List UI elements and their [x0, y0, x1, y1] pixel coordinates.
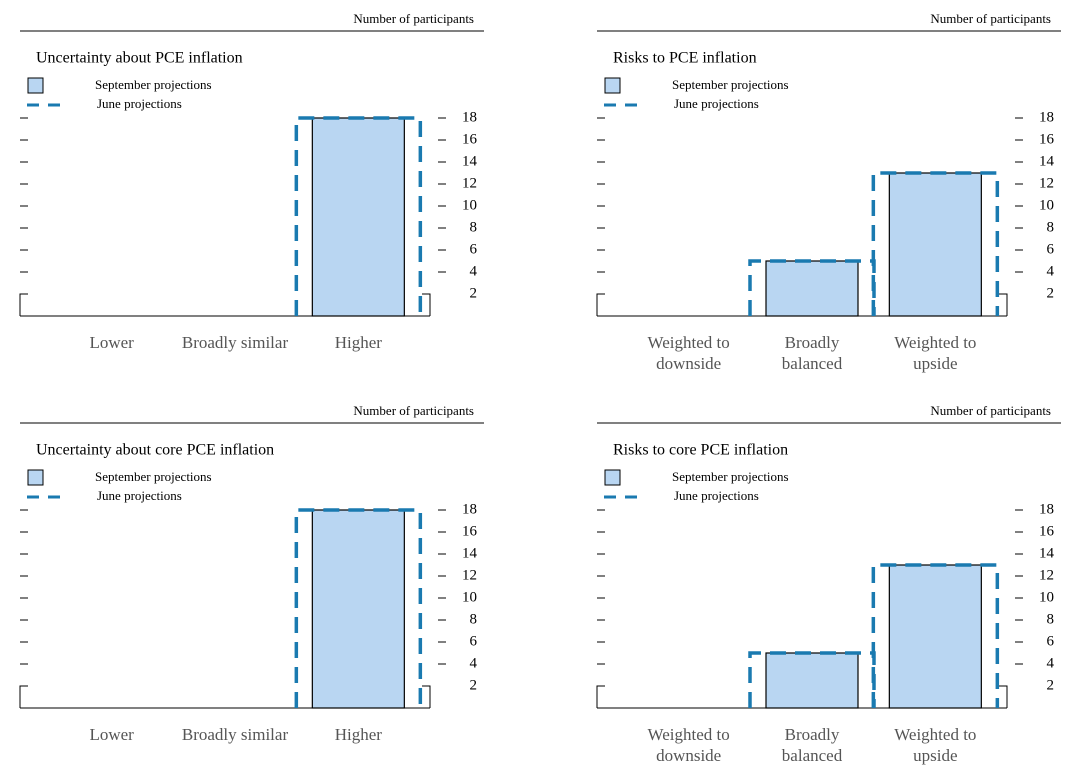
y-tick-label: 16: [1039, 131, 1055, 147]
y-tick-label: 18: [462, 109, 477, 125]
y-tick-label: 18: [1039, 109, 1054, 125]
y-tick-label: 16: [462, 523, 478, 539]
tick-mark: [422, 685, 431, 708]
bar: [311, 117, 405, 317]
y-tick-label: 8: [470, 219, 478, 235]
y-tick-label: 4: [1047, 263, 1055, 279]
y-tick-label: 4: [470, 655, 478, 671]
june-outline: [294, 508, 423, 708]
y-tick-label: 6: [470, 633, 478, 649]
y-tick-label: 6: [1047, 241, 1055, 257]
y-tick-label: 16: [1039, 523, 1055, 539]
y-tick-label: 10: [1039, 197, 1054, 213]
june-outline: [294, 116, 423, 316]
y-tick-label: 12: [1039, 175, 1054, 191]
y-tick-label: 4: [470, 263, 478, 279]
x-tick-label: Broadly balanced: [781, 725, 843, 765]
legend-label: June projections: [97, 488, 182, 503]
y-tick-label: 6: [1047, 633, 1055, 649]
legend-label: September projections: [95, 77, 212, 92]
bar: [311, 509, 405, 709]
tick-mark: [422, 293, 431, 316]
y-tick-label: 14: [462, 153, 478, 169]
legend-swatch: [604, 469, 621, 486]
y-tick-label: 12: [1039, 567, 1054, 583]
x-tick-label: Broadly balanced: [781, 333, 843, 373]
chart-title: Risks to core PCE inflation: [613, 442, 788, 459]
legend-label: June projections: [674, 96, 759, 111]
tick-mark: [596, 293, 605, 316]
june-outline: [871, 563, 1000, 708]
x-tick-label: Weighted to downside: [647, 333, 730, 373]
x-tick-label: Lower: [89, 333, 134, 352]
legend-swatch: [27, 469, 44, 486]
y-tick-label: 12: [462, 175, 477, 191]
legend-swatch: [27, 77, 44, 94]
y-tick-label: 2: [1047, 285, 1055, 301]
y-tick-label: 4: [1047, 655, 1055, 671]
y-tick-label: 2: [470, 285, 478, 301]
chart-title: Uncertainty about PCE inflation: [36, 50, 243, 67]
x-tick-label: Broadly similar: [181, 725, 289, 744]
bar: [765, 260, 859, 317]
june-outline: [871, 171, 1000, 316]
y-tick-label: 2: [1047, 677, 1055, 693]
x-tick-label: Higher: [334, 333, 382, 352]
y-tick-label: 8: [1047, 219, 1055, 235]
x-tick-label: Weighted to downside: [647, 725, 730, 765]
legend-label: June projections: [97, 96, 182, 111]
y-tick-label: 8: [1047, 611, 1055, 627]
y-tick-label: 10: [462, 197, 477, 213]
unit-label: Number of participants: [930, 403, 1051, 418]
y-tick-label: 2: [470, 677, 478, 693]
legend-label: September projections: [95, 469, 212, 484]
y-tick-label: 18: [1039, 501, 1054, 517]
x-tick-label: Higher: [334, 725, 382, 744]
tick-mark: [19, 685, 28, 708]
y-tick-label: 12: [462, 567, 477, 583]
legend-label: June projections: [674, 488, 759, 503]
y-tick-label: 14: [462, 545, 478, 561]
chart-title: Risks to PCE inflation: [613, 50, 757, 67]
legend-label: September projections: [672, 469, 789, 484]
bar: [888, 172, 982, 317]
legend-swatch: [604, 77, 621, 94]
y-tick-label: 6: [470, 241, 478, 257]
tick-mark: [999, 685, 1008, 708]
tick-mark: [596, 685, 605, 708]
x-tick-label: Lower: [89, 725, 134, 744]
tick-mark: [19, 293, 28, 316]
y-tick-label: 18: [462, 501, 477, 517]
x-tick-label: Broadly similar: [181, 333, 289, 352]
tick-mark: [999, 293, 1008, 316]
bar: [888, 564, 982, 709]
unit-label: Number of participants: [353, 403, 474, 418]
y-tick-label: 10: [462, 589, 477, 605]
y-tick-label: 10: [1039, 589, 1054, 605]
bar: [765, 652, 859, 709]
y-tick-label: 14: [1039, 545, 1055, 561]
y-tick-label: 16: [462, 131, 478, 147]
legend-label: September projections: [672, 77, 789, 92]
y-tick-label: 8: [470, 611, 478, 627]
x-tick-label: Weighted to upside: [894, 333, 977, 373]
chart-title: Uncertainty about core PCE inflation: [36, 442, 274, 459]
unit-label: Number of participants: [353, 11, 474, 26]
x-tick-label: Weighted to upside: [894, 725, 977, 765]
y-tick-label: 14: [1039, 153, 1055, 169]
unit-label: Number of participants: [930, 11, 1051, 26]
